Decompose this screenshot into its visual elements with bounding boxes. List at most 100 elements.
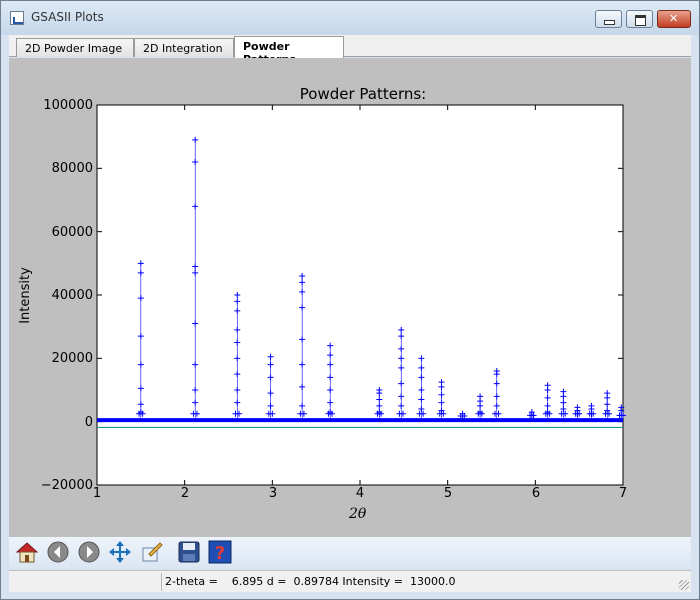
- data-point: [493, 393, 500, 400]
- data-point: [398, 333, 405, 340]
- x-axis-label: 2θ: [349, 506, 367, 522]
- data-point: [137, 295, 144, 302]
- data-point: [376, 402, 383, 409]
- forward-arrow-icon[interactable]: [77, 540, 101, 564]
- data-point: [267, 353, 274, 360]
- x-tick-label: 6: [531, 486, 541, 501]
- x-tick-label: 1: [92, 486, 102, 501]
- data-point: [418, 355, 425, 362]
- x-tick-label: 4: [355, 486, 365, 501]
- data-point: [192, 399, 199, 406]
- data-point: [139, 410, 146, 417]
- data-point: [137, 401, 144, 408]
- data-point: [234, 355, 241, 362]
- maximize-button[interactable]: [626, 10, 653, 28]
- data-point: [192, 263, 199, 270]
- y-tick-label: 100000: [43, 98, 93, 113]
- data-point: [327, 374, 334, 381]
- y-tick-label: 0: [84, 415, 93, 430]
- data-point: [192, 136, 199, 143]
- data-point: [560, 406, 567, 412]
- data-point: [193, 410, 200, 417]
- data-point: [327, 352, 334, 359]
- plot-canvas[interactable]: Powder Patterns: Intensity 100000 80000 …: [9, 58, 691, 537]
- data-point: [234, 292, 241, 298]
- title-bar[interactable]: GSASII Plots: [1, 1, 699, 35]
- data-point: [604, 401, 611, 408]
- data-point: [192, 203, 199, 210]
- tab-bar: 2D Powder Image 2D Integration Powder Pa…: [9, 35, 691, 66]
- data-point: [234, 298, 241, 305]
- data-point: [544, 402, 551, 409]
- data-point: [398, 326, 405, 333]
- data-point: [418, 406, 425, 412]
- data-point: [399, 410, 406, 417]
- data-point: [398, 364, 405, 371]
- data-point: [576, 410, 583, 417]
- tab-2d-integration[interactable]: 2D Integration: [134, 38, 234, 57]
- data-point: [544, 387, 551, 393]
- tab-2d-powder-image[interactable]: 2D Powder Image: [16, 38, 134, 57]
- data-point: [546, 410, 553, 417]
- pan-icon[interactable]: [108, 540, 132, 564]
- y-tick-label: −20000: [40, 478, 93, 493]
- data-point: [493, 371, 500, 378]
- save-icon[interactable]: [177, 540, 201, 564]
- x-tick-label: 3: [268, 486, 278, 501]
- data-point: [299, 279, 306, 286]
- home-icon[interactable]: [15, 540, 39, 564]
- plot-toolbar: ?: [9, 537, 691, 569]
- data-point: [398, 380, 405, 387]
- svg-text:?: ?: [215, 543, 225, 564]
- data-point: [398, 345, 405, 352]
- help-icon[interactable]: ?: [208, 540, 232, 564]
- data-point: [438, 399, 445, 406]
- data-point: [590, 410, 597, 417]
- data-point: [560, 399, 567, 406]
- plot-background: [96, 104, 624, 486]
- data-point: [418, 396, 425, 403]
- data-point: [605, 410, 612, 417]
- data-point: [440, 410, 447, 417]
- data-point: [137, 361, 144, 368]
- data-point: [267, 402, 274, 409]
- data-point: [493, 402, 500, 409]
- data-point: [234, 307, 241, 314]
- data-point: [418, 387, 425, 393]
- data-point: [562, 410, 569, 417]
- data-point: [192, 269, 199, 276]
- close-button[interactable]: [657, 10, 691, 28]
- status-separator: [161, 573, 162, 591]
- data-point: [300, 410, 307, 417]
- subplot-config-icon[interactable]: [140, 540, 164, 564]
- app-icon: [10, 11, 24, 25]
- data-point: [299, 304, 306, 311]
- resize-grip[interactable]: [679, 580, 689, 590]
- data-point: [560, 393, 567, 400]
- data-point: [327, 387, 334, 393]
- y-tick-label: 60000: [51, 225, 93, 240]
- tab-powder-patterns[interactable]: Powder Patterns: [234, 36, 344, 66]
- data-point: [438, 407, 445, 414]
- data-point: [477, 402, 484, 409]
- data-point: [398, 393, 405, 400]
- data-point: [478, 410, 485, 417]
- plot-area[interactable]: [96, 104, 626, 486]
- data-point: [192, 387, 199, 393]
- data-point: [192, 320, 199, 327]
- back-arrow-icon[interactable]: [46, 540, 70, 564]
- minimize-button[interactable]: [595, 10, 622, 28]
- data-point: [604, 394, 611, 401]
- y-tick-label: 20000: [51, 351, 93, 366]
- data-point: [234, 399, 241, 406]
- data-point: [234, 326, 241, 333]
- chart-title: Powder Patterns:: [299, 85, 427, 103]
- data-point: [234, 371, 241, 378]
- data-point: [328, 410, 335, 417]
- data-point: [267, 361, 274, 368]
- x-tick-label: 7: [618, 486, 628, 501]
- data-point: [493, 380, 500, 387]
- data-point: [299, 383, 306, 390]
- data-point: [267, 390, 274, 397]
- y-tick-label: 80000: [51, 161, 93, 176]
